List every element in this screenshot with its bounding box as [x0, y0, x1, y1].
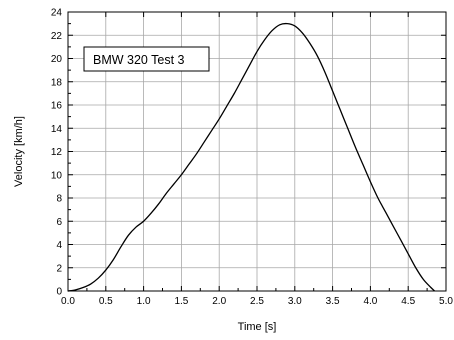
- x-tick-label: 1.0: [137, 296, 151, 307]
- annotation-frame: [83, 46, 210, 72]
- y-tick-label: 14: [51, 124, 63, 135]
- x-axis-label: Time [s]: [238, 321, 277, 333]
- y-tick-label: 0: [56, 287, 62, 298]
- x-tick-label: 4.5: [401, 296, 415, 307]
- x-tick-label: 2.5: [250, 296, 264, 307]
- y-tick-label: 4: [56, 240, 62, 251]
- y-tick-label: 12: [51, 147, 63, 158]
- x-tick-label: 5.0: [439, 296, 453, 307]
- y-axis-label: Velocity [km/h]: [13, 116, 25, 187]
- y-tick-label: 8: [56, 194, 62, 205]
- x-tick-label: 0.5: [99, 296, 113, 307]
- x-tick-label: 0.0: [61, 296, 75, 307]
- annotation-box: BMW 320 Test 3: [83, 46, 210, 72]
- x-tick-label: 3.0: [288, 296, 302, 307]
- annotation-text: BMW 320 Test 3: [93, 53, 185, 67]
- x-axis-tick-labels: 0.0 0.5 1.0 1.5 2.0 2.5 3.0 3.5 4.0 4.5 5.0: [61, 296, 453, 307]
- y-tick-label: 20: [51, 54, 63, 65]
- grid-lines: [68, 12, 446, 291]
- x-tick-label: 1.5: [174, 296, 188, 307]
- x-tick-label: 4.0: [363, 296, 377, 307]
- y-tick-label: 18: [51, 77, 63, 88]
- axis-ticks: [67, 11, 447, 292]
- velocity-series-line: [67, 22, 436, 292]
- y-tick-label: 2: [56, 263, 62, 274]
- y-tick-label: 16: [51, 101, 63, 112]
- y-tick-label: 10: [51, 170, 63, 181]
- x-tick-label: 3.5: [326, 296, 340, 307]
- y-tick-label: 6: [56, 217, 62, 228]
- y-tick-label: 24: [51, 8, 63, 19]
- x-tick-label: 2.0: [212, 296, 226, 307]
- y-tick-label: 22: [51, 31, 63, 42]
